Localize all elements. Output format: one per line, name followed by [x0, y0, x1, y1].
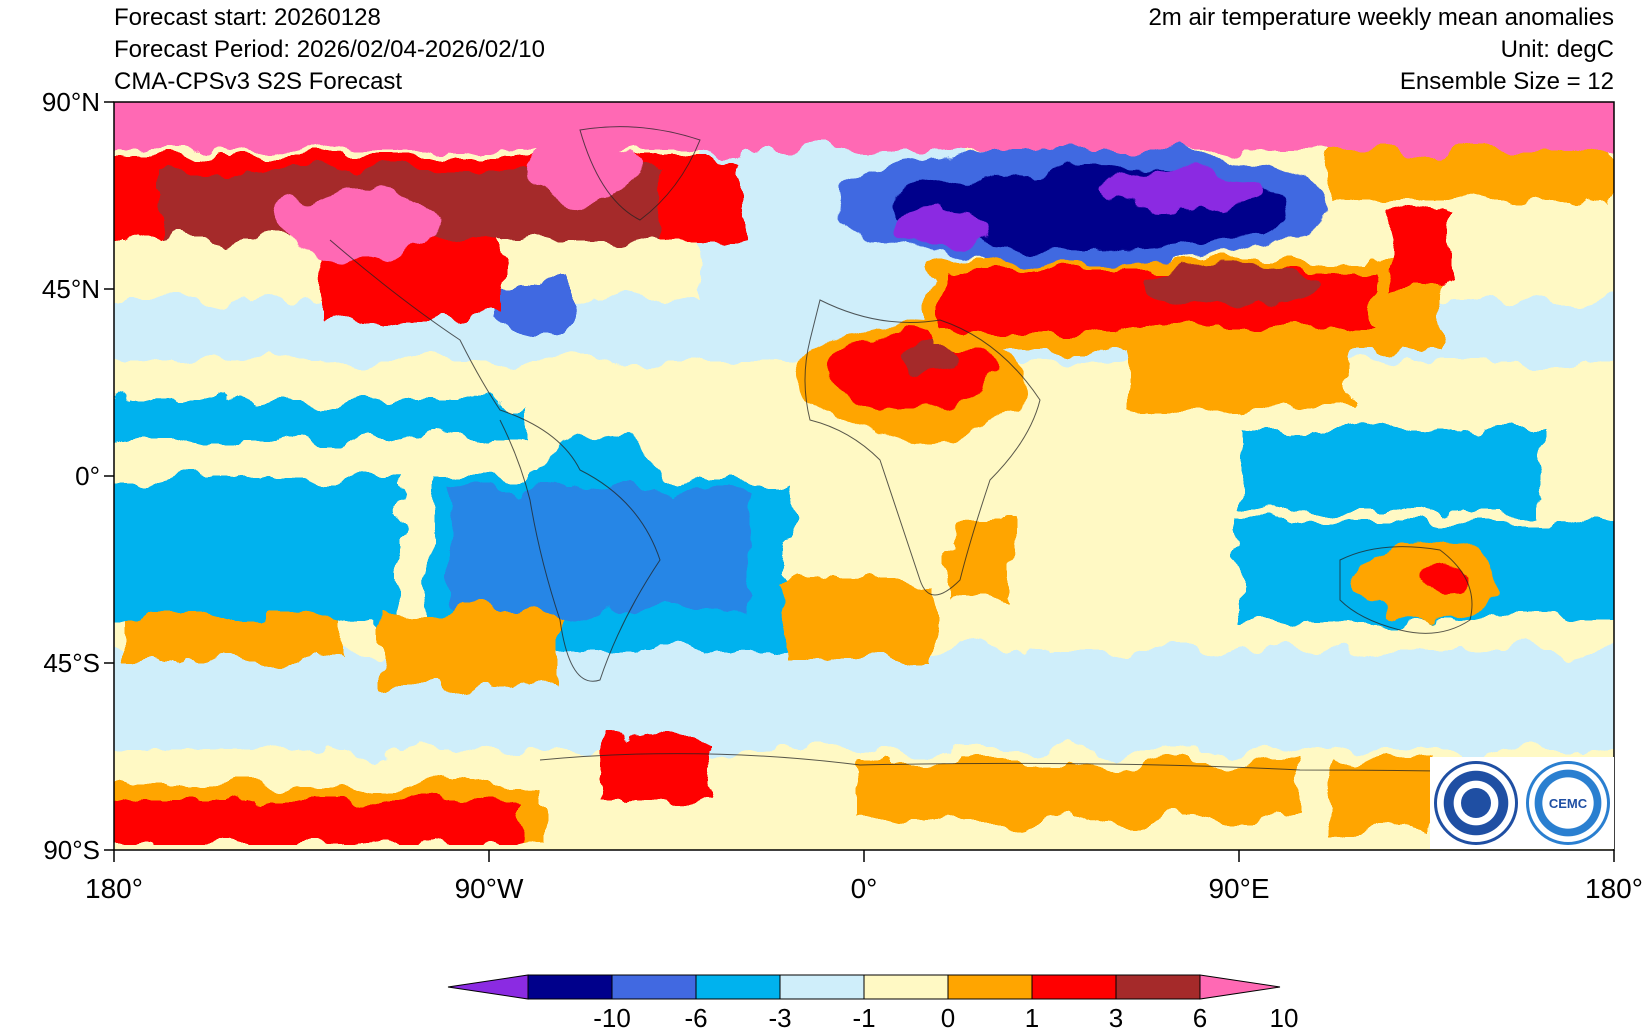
colorbar: -10 -6 -3 -1 0 1 3 6 10 [447, 974, 1299, 1033]
x-tick-label: 180° [85, 873, 143, 904]
field-purple-patch [1100, 172, 1260, 208]
colorbar-swatch [611, 974, 697, 1000]
colorbar-level-label: 10 [1270, 1003, 1299, 1033]
field-blue-patch [114, 480, 400, 620]
field-red-patch [114, 800, 520, 845]
colorbar-level-label: 0 [941, 1003, 955, 1033]
ensemble-label: Ensemble Size = 12 [1399, 68, 1614, 95]
coastline-greenland [579, 126, 701, 221]
colorbar-swatch [1115, 974, 1201, 1000]
y-tick-label: 90°N [42, 87, 100, 117]
field-orange-patch [380, 610, 560, 690]
field-orange-patch [950, 520, 1010, 600]
field-red-patch [600, 740, 710, 800]
field-orange-patch [120, 620, 340, 660]
colorbar-high-arrow [1199, 974, 1281, 1000]
field-blue-patch [1240, 430, 1540, 510]
cemc-logo-text: CEMC [1548, 795, 1588, 811]
y-tick-label: 90°S [43, 835, 100, 865]
field-pink-cap-top [114, 102, 1614, 128]
logos: CEMC [1430, 757, 1614, 849]
field-brown-patch [900, 342, 960, 378]
header-right: 2m air temperature weekly mean anomalies… [1148, 2, 1614, 98]
header-left: Forecast start: 20260128 Forecast Period… [114, 2, 545, 98]
forecast-start-label: Forecast start: 20260128 [114, 4, 381, 31]
coastline-americas [329, 239, 661, 682]
field-brown-patch [1140, 265, 1320, 305]
field-orange-patch [1330, 760, 1430, 830]
colorbar-level-label: 1 [1025, 1003, 1039, 1033]
forecast-period-label: Forecast Period: 2026/02/04-2026/02/10 [114, 36, 545, 63]
field-royalblue-patch [490, 280, 570, 330]
field-orange-patch [1130, 340, 1350, 410]
cma-logo [1434, 761, 1518, 845]
colorbar-level-label: 6 [1193, 1003, 1207, 1033]
field-pink-patch [280, 190, 440, 260]
coastline-australia [1339, 546, 1473, 634]
x-tick-label: 180° [1585, 873, 1643, 904]
colorbar-swatch [695, 974, 781, 1000]
field-pink-patch [520, 140, 640, 200]
field-red-patch [1390, 210, 1450, 290]
field-purple-patch [890, 212, 990, 248]
y-tick-label: 0° [75, 461, 100, 491]
field-blue-patch [114, 400, 520, 440]
field-orange-patch [860, 760, 1300, 820]
colorbar-low-arrow [447, 974, 529, 1000]
model-label: CMA-CPSv3 S2S Forecast [114, 68, 403, 95]
x-tick-label: 0° [851, 873, 878, 904]
y-tick-label: 45°S [43, 648, 100, 678]
field-lightblue-band [114, 650, 1614, 760]
axis-layer: 90°N 45°N 0° 45°S 90°S 180° 90°W 0° 90°E 180° [42, 87, 1643, 904]
cma-emblem [1461, 788, 1491, 818]
colorbar-swatch [947, 974, 1033, 1000]
cemc-logo: CEMC [1526, 761, 1610, 845]
x-tick-label: 90°W [455, 873, 524, 904]
unit-label: Unit: degC [1500, 36, 1614, 63]
colorbar-level-label: -6 [684, 1003, 707, 1033]
variable-label: 2m air temperature weekly mean anomalies [1148, 4, 1614, 31]
colorbar-level-label: 3 [1109, 1003, 1123, 1033]
colorbar-swatch [527, 974, 613, 1000]
x-tick-label: 90°E [1208, 873, 1269, 904]
colorbar-swatch [779, 974, 865, 1000]
colorbar-level-label: -10 [593, 1003, 631, 1033]
field-red-patch [1425, 564, 1475, 592]
map-field [114, 102, 1614, 850]
field-orange-patch [780, 580, 930, 660]
colorbar-level-label: -1 [852, 1003, 875, 1033]
colorbar-swatch [863, 974, 949, 1000]
y-tick-label: 45°N [42, 274, 100, 304]
colorbar-level-label: -3 [768, 1003, 791, 1033]
field-orange-patch [1330, 150, 1610, 200]
field-royalblue-patch [450, 490, 750, 610]
colorbar-swatch [1031, 974, 1117, 1000]
coastline-africa [804, 299, 1041, 596]
